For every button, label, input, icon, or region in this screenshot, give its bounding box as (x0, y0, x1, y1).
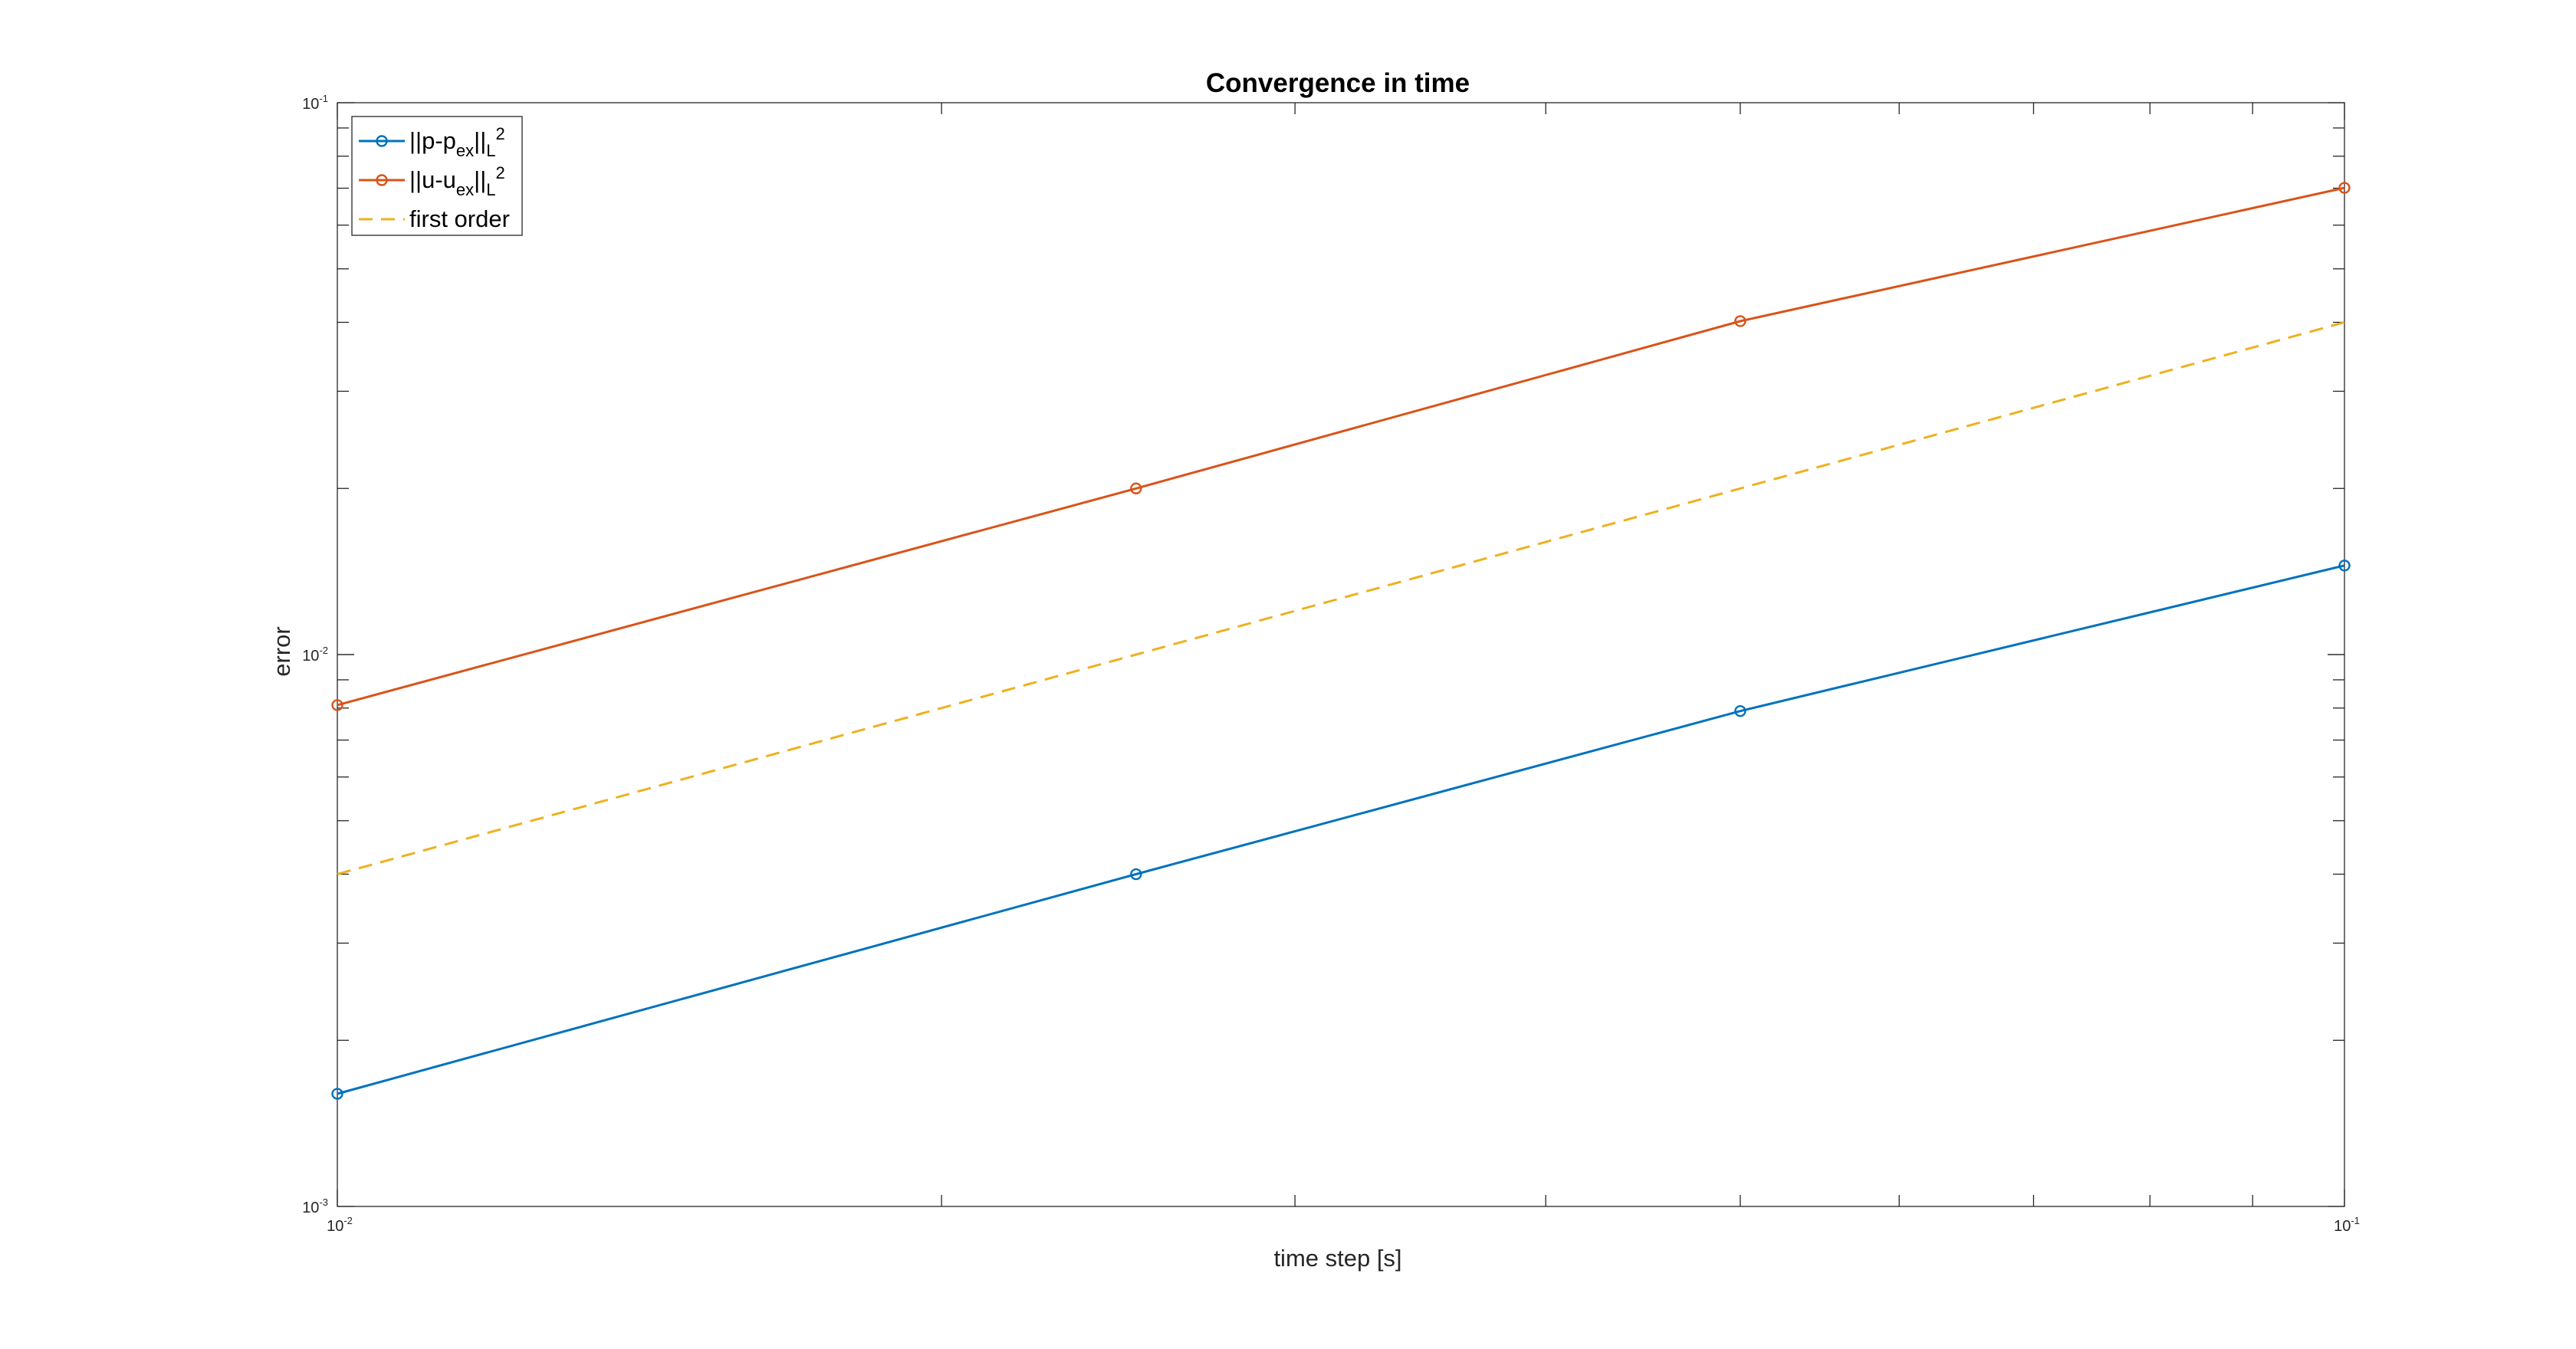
axes-box (337, 102, 2345, 1207)
plot-area: 10-2 10-110-310-210-1 (302, 93, 2360, 1235)
legend-label-p: ||p-pex||L2 (409, 124, 505, 160)
data-point-u (1130, 482, 1142, 494)
data-point-p (331, 1088, 343, 1100)
legend-label-first: first order (409, 205, 510, 232)
data-point-u (2338, 182, 2351, 194)
legend-marker-p (376, 135, 388, 147)
legend-marker-u (376, 174, 388, 186)
data-point-u (331, 699, 343, 711)
y-tick-label: 10-3 (302, 1196, 328, 1216)
data-point-u (1734, 315, 1746, 327)
x-axis-label: time step [s] (1273, 1245, 1401, 1272)
series-line-p (337, 564, 2345, 1095)
series-line-u (337, 186, 2345, 707)
legend-label-u: ||u-uex||L2 (409, 163, 505, 199)
x-tick-label: 10-2 (327, 1215, 353, 1235)
chart-title: Convergence in time (1206, 68, 1470, 98)
series-line-first (337, 321, 2345, 875)
data-point-p (1130, 868, 1142, 881)
x-tick-label: 10-1 (2334, 1215, 2360, 1235)
y-tick-label: 10-1 (302, 93, 328, 113)
legend: ||p-pex||L2||u-uex||L2 first order (351, 116, 523, 236)
data-point-p (2338, 560, 2351, 572)
data-point-p (1734, 705, 1746, 717)
y-tick-label: 10-2 (302, 645, 328, 665)
y-axis-label: error (268, 626, 295, 676)
